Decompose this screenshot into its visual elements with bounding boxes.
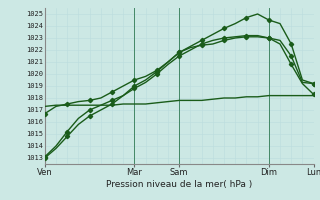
X-axis label: Pression niveau de la mer( hPa ): Pression niveau de la mer( hPa )	[106, 180, 252, 189]
